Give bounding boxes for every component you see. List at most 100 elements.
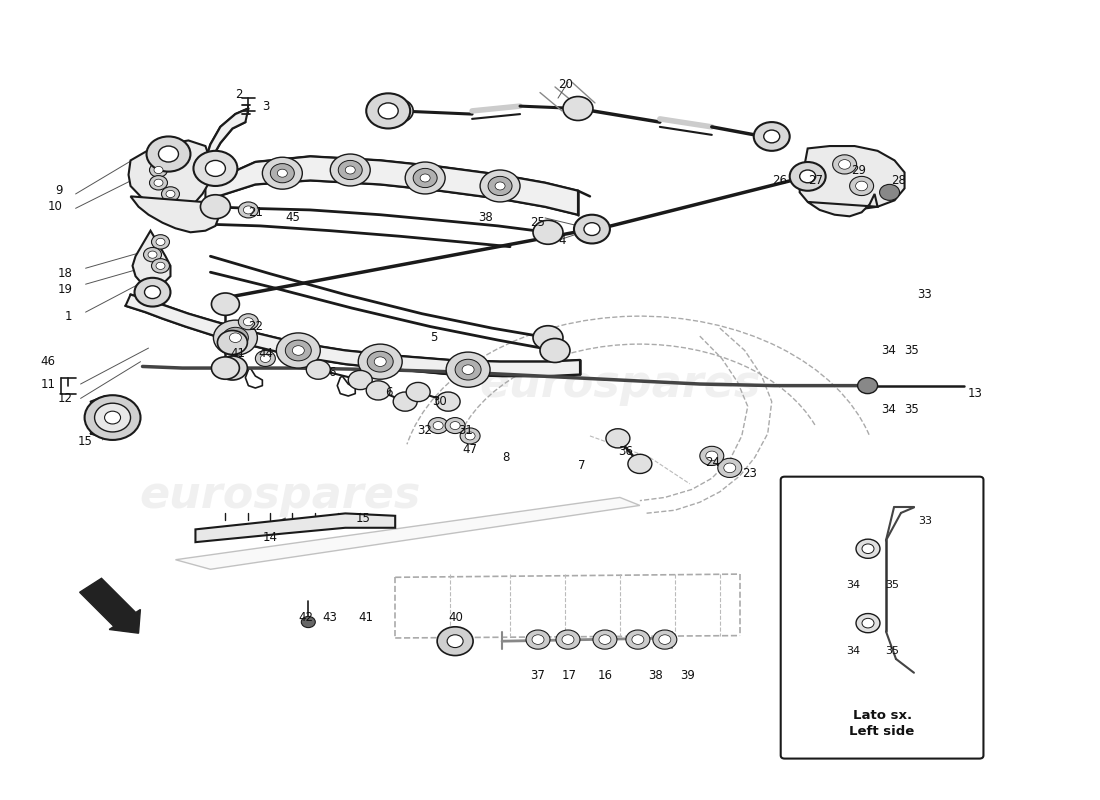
Text: 21: 21: [249, 206, 263, 219]
Circle shape: [200, 194, 230, 218]
Circle shape: [366, 94, 410, 129]
Circle shape: [148, 251, 157, 258]
Circle shape: [213, 320, 257, 355]
Circle shape: [243, 318, 253, 326]
Circle shape: [393, 392, 417, 411]
Polygon shape: [132, 230, 170, 288]
Circle shape: [211, 357, 240, 379]
Text: 41: 41: [359, 610, 373, 624]
Circle shape: [405, 162, 446, 194]
Text: 16: 16: [598, 669, 613, 682]
Text: 26: 26: [772, 174, 786, 187]
Text: 40: 40: [448, 610, 463, 624]
Polygon shape: [807, 194, 878, 216]
Polygon shape: [206, 157, 578, 214]
Circle shape: [858, 378, 878, 394]
Circle shape: [378, 103, 398, 119]
Text: 10: 10: [47, 200, 63, 214]
Text: 34: 34: [846, 646, 860, 656]
Text: 15: 15: [78, 435, 92, 448]
Circle shape: [134, 278, 170, 306]
Circle shape: [526, 630, 550, 649]
Text: 14: 14: [263, 531, 277, 544]
Circle shape: [345, 166, 355, 174]
Text: 2: 2: [235, 89, 242, 102]
Text: 38: 38: [648, 669, 662, 682]
Circle shape: [800, 170, 816, 182]
Circle shape: [447, 634, 463, 647]
Circle shape: [436, 392, 460, 411]
Circle shape: [450, 422, 460, 430]
Circle shape: [556, 630, 580, 649]
Circle shape: [420, 174, 430, 182]
Circle shape: [218, 356, 248, 380]
Circle shape: [144, 286, 161, 298]
Circle shape: [460, 428, 480, 444]
Circle shape: [593, 630, 617, 649]
Circle shape: [406, 382, 430, 402]
Circle shape: [306, 360, 330, 379]
Text: 4: 4: [558, 234, 565, 246]
Circle shape: [488, 176, 512, 195]
Circle shape: [277, 170, 287, 177]
Circle shape: [239, 314, 258, 330]
Circle shape: [158, 146, 178, 162]
Circle shape: [574, 214, 609, 243]
FancyBboxPatch shape: [781, 477, 983, 758]
Polygon shape: [131, 196, 219, 232]
Circle shape: [349, 370, 372, 390]
Circle shape: [628, 454, 652, 474]
Text: Left side: Left side: [849, 725, 915, 738]
Text: 35: 35: [884, 579, 899, 590]
Text: 7: 7: [578, 459, 585, 472]
Circle shape: [606, 429, 630, 448]
Circle shape: [495, 182, 505, 190]
Circle shape: [152, 234, 169, 249]
Circle shape: [367, 351, 393, 372]
Text: 34: 34: [881, 344, 896, 357]
Circle shape: [152, 258, 169, 273]
Circle shape: [724, 463, 736, 473]
Text: 34: 34: [846, 579, 860, 590]
Text: 37: 37: [530, 669, 544, 682]
Text: 43: 43: [322, 610, 338, 624]
Circle shape: [276, 333, 320, 368]
Circle shape: [162, 186, 179, 201]
Circle shape: [790, 162, 826, 190]
Circle shape: [255, 350, 275, 366]
Circle shape: [465, 432, 475, 440]
Text: 11: 11: [41, 378, 56, 390]
Circle shape: [534, 326, 563, 350]
Circle shape: [222, 327, 249, 348]
Circle shape: [301, 617, 316, 628]
Circle shape: [562, 634, 574, 644]
Text: 39: 39: [680, 669, 695, 682]
Circle shape: [166, 190, 175, 198]
Text: 36: 36: [618, 446, 632, 458]
Circle shape: [534, 220, 563, 244]
Text: 28: 28: [892, 174, 906, 187]
Circle shape: [218, 330, 248, 354]
Text: eurospares: eurospares: [480, 362, 760, 406]
Circle shape: [706, 451, 718, 461]
Circle shape: [263, 158, 302, 189]
Text: 3: 3: [263, 100, 270, 113]
Circle shape: [653, 630, 676, 649]
Text: 35: 35: [904, 403, 920, 416]
Text: 33: 33: [917, 516, 932, 526]
Text: 25: 25: [530, 216, 544, 230]
Circle shape: [85, 395, 141, 440]
Circle shape: [156, 238, 165, 246]
Text: 19: 19: [57, 283, 73, 296]
Circle shape: [150, 163, 167, 177]
Circle shape: [598, 634, 611, 644]
Polygon shape: [196, 514, 395, 542]
Text: 12: 12: [57, 392, 73, 405]
Circle shape: [156, 262, 165, 270]
Circle shape: [366, 381, 390, 400]
Text: 9: 9: [55, 184, 63, 198]
Circle shape: [718, 458, 741, 478]
Text: 6: 6: [328, 366, 336, 378]
Circle shape: [584, 222, 600, 235]
Polygon shape: [129, 141, 210, 208]
